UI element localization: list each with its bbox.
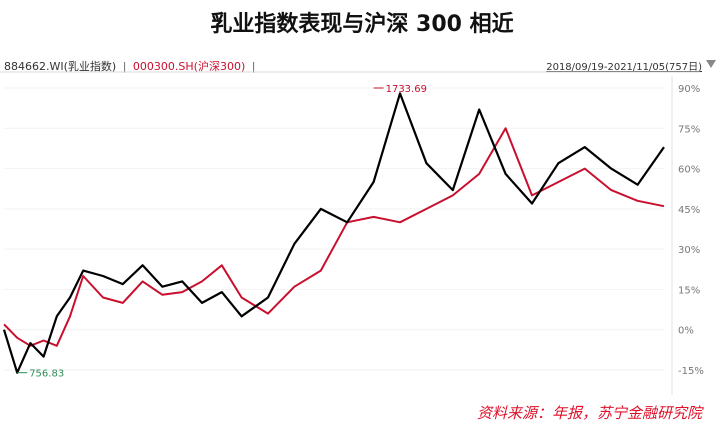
source-note: 资料来源：年报，苏宁金融研究院 — [476, 404, 702, 422]
y-tick-label: 30% — [678, 245, 700, 256]
y-tick-label: 90% — [678, 84, 700, 95]
series-line-dairy-index — [2, 92, 665, 374]
chart-title: 乳业指数表现与沪深 300 相近 — [210, 12, 514, 37]
series-line-csi300 — [3, 127, 665, 347]
y-tick-label: 15% — [678, 285, 700, 296]
date-range-link[interactable]: 2018/09/19-2021/11/05(757日) — [546, 62, 702, 73]
legend-separator: | — [122, 60, 127, 73]
y-tick-label: 0% — [678, 326, 694, 337]
legend-series-1: 884662.WI(乳业指数) — [4, 60, 117, 73]
max-value-label: 1733.69 — [386, 84, 427, 95]
legend-series-2: 000300.SH(沪深300) — [132, 60, 246, 73]
date-range-dropdown-icon[interactable] — [706, 60, 716, 68]
y-tick-label: 45% — [678, 205, 700, 216]
min-value-label: 756.83 — [29, 369, 64, 380]
legend-separator-trailing: | — [251, 60, 256, 73]
y-tick-label: 60% — [678, 165, 700, 176]
y-tick-label: -15% — [678, 366, 704, 377]
legend: 884662.WI(乳业指数) | 000300.SH(沪深300) | — [4, 58, 258, 74]
y-tick-label: 75% — [678, 124, 700, 135]
